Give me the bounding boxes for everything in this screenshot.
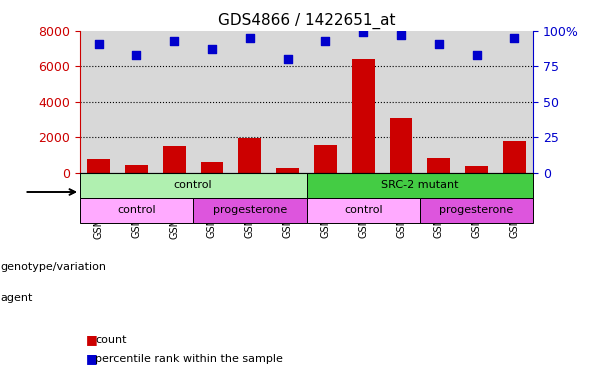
Point bbox=[131, 52, 141, 58]
Point bbox=[396, 32, 406, 38]
Bar bbox=[80, 173, 306, 198]
Point bbox=[207, 46, 217, 52]
Text: ■: ■ bbox=[86, 353, 97, 366]
Bar bbox=[390, 118, 413, 173]
Text: genotype/variation: genotype/variation bbox=[1, 262, 107, 272]
Point bbox=[283, 56, 292, 62]
Point bbox=[94, 40, 104, 46]
Bar bbox=[193, 198, 306, 223]
Bar bbox=[163, 146, 186, 173]
Bar bbox=[352, 59, 375, 173]
Title: GDS4866 / 1422651_at: GDS4866 / 1422651_at bbox=[218, 13, 395, 29]
Text: agent: agent bbox=[1, 293, 33, 303]
Bar bbox=[427, 158, 450, 173]
Bar bbox=[200, 162, 223, 173]
Point bbox=[472, 52, 482, 58]
Text: SRC-2 mutant: SRC-2 mutant bbox=[381, 180, 459, 190]
Bar bbox=[420, 198, 533, 223]
Bar bbox=[306, 173, 533, 198]
Bar bbox=[87, 159, 110, 173]
Text: control: control bbox=[173, 180, 213, 190]
Text: ■: ■ bbox=[86, 333, 97, 346]
Point bbox=[169, 38, 179, 44]
Bar bbox=[80, 198, 193, 223]
Bar bbox=[125, 166, 148, 173]
Point bbox=[358, 29, 368, 35]
Bar bbox=[314, 146, 337, 173]
Bar bbox=[306, 198, 420, 223]
Point bbox=[321, 38, 330, 44]
Text: percentile rank within the sample: percentile rank within the sample bbox=[95, 354, 283, 364]
Text: control: control bbox=[117, 205, 156, 215]
Text: count: count bbox=[95, 335, 126, 345]
Point bbox=[434, 40, 444, 46]
Bar bbox=[503, 141, 526, 173]
Text: control: control bbox=[344, 205, 383, 215]
Bar bbox=[276, 168, 299, 173]
Text: progesterone: progesterone bbox=[213, 205, 287, 215]
Point bbox=[509, 35, 519, 41]
Point bbox=[245, 35, 255, 41]
Bar bbox=[238, 138, 261, 173]
Text: progesterone: progesterone bbox=[440, 205, 514, 215]
Bar bbox=[465, 166, 488, 173]
